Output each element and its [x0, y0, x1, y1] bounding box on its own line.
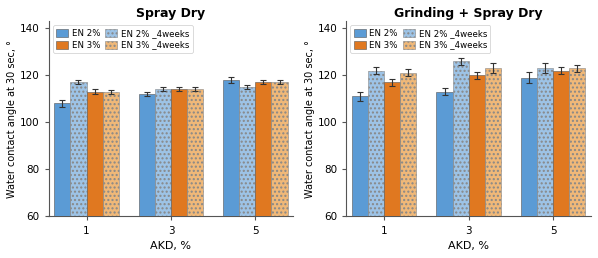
- Bar: [384, 82, 400, 258]
- Bar: [368, 70, 384, 258]
- Bar: [271, 82, 288, 258]
- X-axis label: AKD, %: AKD, %: [448, 241, 489, 251]
- Bar: [139, 94, 155, 258]
- Bar: [171, 89, 187, 258]
- Title: Spray Dry: Spray Dry: [136, 7, 206, 20]
- Bar: [155, 89, 171, 258]
- Bar: [469, 75, 484, 258]
- Bar: [223, 80, 239, 258]
- Bar: [102, 92, 118, 258]
- Bar: [352, 96, 368, 258]
- Y-axis label: Water contact angle at 30 sec, °: Water contact angle at 30 sec, °: [304, 40, 315, 198]
- Bar: [569, 68, 585, 258]
- Y-axis label: Water contact angle at 30 sec, °: Water contact angle at 30 sec, °: [7, 40, 17, 198]
- Bar: [87, 92, 102, 258]
- Bar: [484, 68, 501, 258]
- Title: Grinding + Spray Dry: Grinding + Spray Dry: [394, 7, 543, 20]
- Bar: [553, 70, 569, 258]
- Bar: [54, 103, 71, 258]
- Bar: [239, 87, 255, 258]
- Legend: EN 2%, EN 3%, EN 2% _4weeks, EN 3% _4weeks: EN 2%, EN 3%, EN 2% _4weeks, EN 3% _4wee…: [350, 26, 490, 53]
- Bar: [187, 89, 203, 258]
- Bar: [255, 82, 271, 258]
- Bar: [400, 73, 416, 258]
- X-axis label: AKD, %: AKD, %: [151, 241, 191, 251]
- Bar: [437, 92, 453, 258]
- Legend: EN 2%, EN 3%, EN 2% _4weeks, EN 3% _4weeks: EN 2%, EN 3%, EN 2% _4weeks, EN 3% _4wee…: [53, 26, 193, 53]
- Bar: [71, 82, 87, 258]
- Bar: [453, 61, 469, 258]
- Bar: [537, 68, 553, 258]
- Bar: [521, 78, 537, 258]
